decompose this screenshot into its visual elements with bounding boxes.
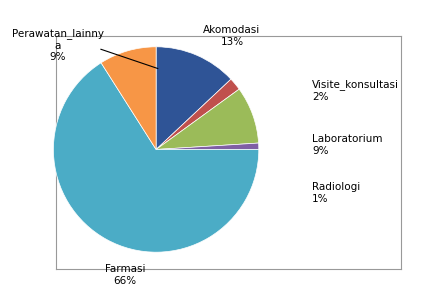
Text: Laboratorium
9%: Laboratorium 9% <box>312 134 383 156</box>
Wedge shape <box>54 63 259 252</box>
Wedge shape <box>156 79 239 149</box>
Wedge shape <box>156 47 231 149</box>
Wedge shape <box>156 143 259 149</box>
Text: Akomodasi
13%: Akomodasi 13% <box>203 25 260 47</box>
Text: Perawatan_lainny
a
9%: Perawatan_lainny a 9% <box>12 28 104 62</box>
Wedge shape <box>156 89 259 149</box>
Text: Farmasi
66%: Farmasi 66% <box>105 264 145 286</box>
Wedge shape <box>101 47 156 149</box>
Text: Radiologi
1%: Radiologi 1% <box>312 182 360 204</box>
Text: Visite_konsultasi
2%: Visite_konsultasi 2% <box>312 79 399 102</box>
